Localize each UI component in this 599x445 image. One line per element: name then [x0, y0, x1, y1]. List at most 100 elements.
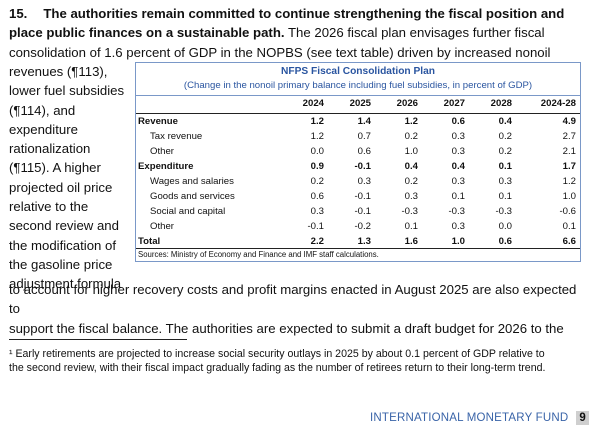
side-line: projected oil price	[9, 179, 113, 195]
table-row: Total 2.2 1.3 1.6 1.0 0.6 6.6	[136, 236, 580, 250]
table-cell: 0.1	[404, 221, 418, 232]
row-label: Revenue	[138, 116, 178, 127]
side-line: adjustment formula	[9, 276, 122, 292]
table-cell: 1.0	[562, 191, 576, 202]
table-row: Expenditure 0.9 -0.1 0.4 0.4 0.1 1.7	[136, 161, 580, 175]
table-cell: 4.9	[562, 116, 576, 127]
table-cell: -0.1	[354, 191, 371, 202]
table-header-rule	[136, 113, 580, 114]
table-cell: 0.3	[451, 176, 465, 187]
footnote-line: the second review, with their fiscal imp…	[9, 362, 546, 374]
table-cell: 0.3	[357, 176, 371, 187]
page-number: 9	[576, 411, 589, 425]
table-rule	[136, 95, 580, 96]
table-cell: 0.3	[451, 131, 465, 142]
column-header: 2024	[302, 98, 324, 109]
table-cell: 0.4	[498, 116, 512, 127]
table-cell: 0.2	[498, 131, 512, 142]
paragraph-continuation: to account for higher recovery costs and…	[9, 280, 591, 338]
side-line: (¶115). A higher	[9, 160, 101, 176]
table-bottom-rule	[136, 248, 580, 249]
table-cell: 0.6	[357, 146, 371, 157]
table-title: NFPS Fiscal Consolidation Plan	[281, 66, 435, 77]
table-cell: 0.3	[310, 206, 324, 217]
table-cell: 0.6	[310, 191, 324, 202]
table-cell: 0.7	[357, 131, 371, 142]
table-cell: 0.0	[498, 221, 512, 232]
row-label: Goods and services	[150, 191, 235, 202]
table-cell: -0.3	[448, 206, 465, 217]
table-cell: 1.2	[310, 116, 324, 127]
table-cell: 1.4	[357, 116, 371, 127]
side-line: the gasoline price	[9, 256, 113, 272]
footnote: ¹ Early retirements are projected to inc…	[9, 347, 591, 375]
table-cell: 1.3	[357, 236, 371, 247]
table-cell: 0.3	[498, 176, 512, 187]
paragraph-text-line: to account for higher recovery costs and…	[9, 282, 577, 317]
footer-org: INTERNATIONAL MONETARY FUND	[370, 412, 569, 424]
row-label: Tax revenue	[150, 131, 203, 142]
table-cell: 1.2	[562, 176, 576, 187]
table-cell: 1.0	[404, 146, 418, 157]
table-cell: 0.2	[498, 146, 512, 157]
column-header: 2025	[349, 98, 371, 109]
table-cell: 0.1	[562, 221, 576, 232]
fiscal-consolidation-table: NFPS Fiscal Consolidation Plan (Change i…	[135, 62, 581, 262]
column-header: 2028	[490, 98, 512, 109]
table-row: Social and capital 0.3 -0.1 -0.3 -0.3 -0.3 -0.…	[136, 206, 580, 220]
paragraph-text-line: consolidation of 1.6 percent of GDP in t…	[9, 44, 551, 60]
table-cell: -0.6	[559, 206, 576, 217]
table-cell: 1.2	[404, 116, 418, 127]
table-row: Revenue 1.2 1.4 1.2 0.6 0.4 4.9	[136, 116, 580, 130]
table-cell: 2.1	[562, 146, 576, 157]
table-cell: 0.3	[451, 221, 465, 232]
footnote-divider	[9, 339, 187, 340]
wrapped-text-column: revenues (¶113), lower fuel subsidies (¶…	[9, 62, 135, 294]
column-header: 2027	[443, 98, 465, 109]
table-cell: 1.2	[310, 131, 324, 142]
table-cell: 1.6	[404, 236, 418, 247]
paragraph-text-line: support the fiscal balance. The authorit…	[9, 320, 564, 336]
table-row: Goods and services 0.6 -0.1 0.3 0.1 0.1 1.0	[136, 191, 580, 205]
table-row: Wages and salaries 0.2 0.3 0.2 0.3 0.3 1.2	[136, 176, 580, 190]
table-cell: 0.1	[498, 191, 512, 202]
table-cell: 0.2	[404, 131, 418, 142]
table-cell: 1.7	[562, 161, 576, 172]
table-row: Other 0.0 0.6 1.0 0.3 0.2 2.1	[136, 146, 580, 160]
table-cell: -0.1	[354, 161, 371, 172]
side-line: second review and	[9, 218, 119, 234]
side-line: expenditure	[9, 121, 78, 137]
table-cell: -0.1	[354, 206, 371, 217]
table-cell: 0.1	[451, 191, 465, 202]
table-cell: 1.0	[451, 236, 465, 247]
row-label: Other	[150, 221, 174, 232]
table-header-row: 2024 2025 2026 2027 2028 2024-28	[136, 98, 580, 112]
paragraph-15: 15. The authorities remain committed to c…	[9, 4, 591, 62]
side-line: relative to the	[9, 199, 89, 215]
footnote-line: ¹ Early retirements are projected to inc…	[9, 348, 545, 360]
table-cell: -0.3	[495, 206, 512, 217]
table-cell: 0.1	[498, 161, 512, 172]
page-footer: INTERNATIONAL MONETARY FUND 9	[370, 411, 589, 425]
column-header: 2026	[396, 98, 418, 109]
table-cell: 0.2	[310, 176, 324, 187]
table-cell: 2.7	[562, 131, 576, 142]
table-source: Sources: Ministry of Economy and Finance…	[138, 250, 379, 259]
table-cell: 6.6	[562, 236, 576, 247]
paragraph-number: 15.	[9, 6, 28, 21]
table-cell: 0.0	[310, 146, 324, 157]
side-line: the modification of	[9, 237, 117, 253]
table-cell: 0.3	[451, 146, 465, 157]
table-row: Tax revenue 1.2 0.7 0.2 0.3 0.2 2.7	[136, 131, 580, 145]
table-cell: 0.9	[310, 161, 324, 172]
table-cell: 0.2	[404, 176, 418, 187]
paragraph-text-line: The 2026 fiscal plan envisages further f…	[287, 25, 545, 41]
table-cell: 0.6	[451, 116, 465, 127]
row-label: Expenditure	[138, 161, 194, 172]
paragraph-lead: The authorities remain committed to cont…	[9, 6, 565, 41]
table-cell: 0.4	[451, 161, 465, 172]
table-cell: -0.1	[307, 221, 324, 232]
column-header: 2024-28	[540, 98, 576, 109]
table-cell: -0.3	[401, 206, 418, 217]
table-cell: -0.2	[354, 221, 371, 232]
